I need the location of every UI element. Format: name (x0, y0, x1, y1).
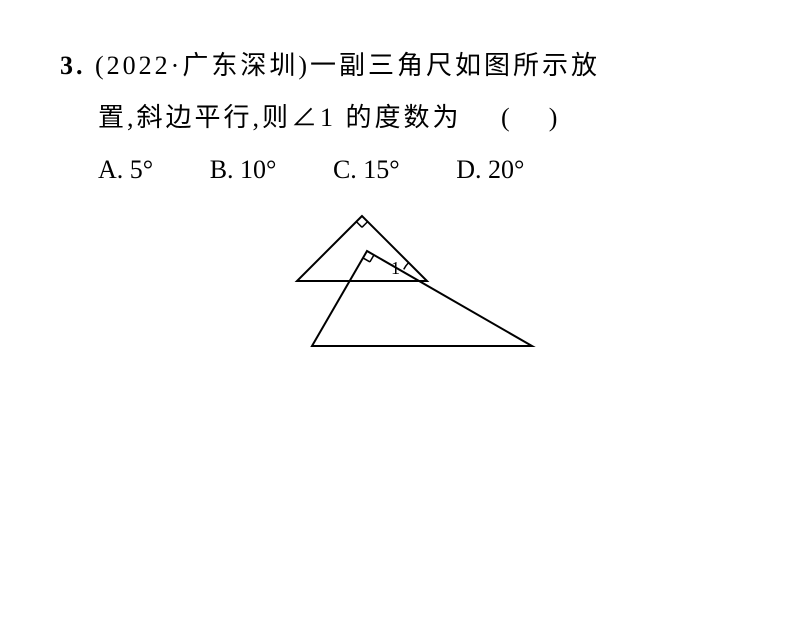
question-text-1: 一副三角尺如图所示放 (310, 51, 600, 80)
question-line-1: 3. (2022·广东深圳)一副三角尺如图所示放 (60, 40, 734, 92)
options-row: A. 5° B. 10° C. 15° D. 20° (60, 144, 734, 196)
question-line-2: 置,斜边平行,则∠1 的度数为 ( ) (60, 92, 734, 144)
figure-container: 1 (60, 206, 734, 366)
option-d: D. 20° (456, 144, 524, 196)
question-number: 3. (60, 51, 86, 80)
option-a: A. 5° (98, 144, 153, 196)
question-source: (2022·广东深圳) (95, 51, 310, 80)
svg-text:1: 1 (391, 258, 400, 278)
question-text-2: 置,斜边平行,则∠1 的度数为 (98, 103, 462, 132)
option-b: B. 10° (210, 144, 277, 196)
option-c: C. 15° (333, 144, 400, 196)
answer-paren: ( ) (501, 92, 557, 144)
triangles-figure: 1 (227, 206, 567, 366)
